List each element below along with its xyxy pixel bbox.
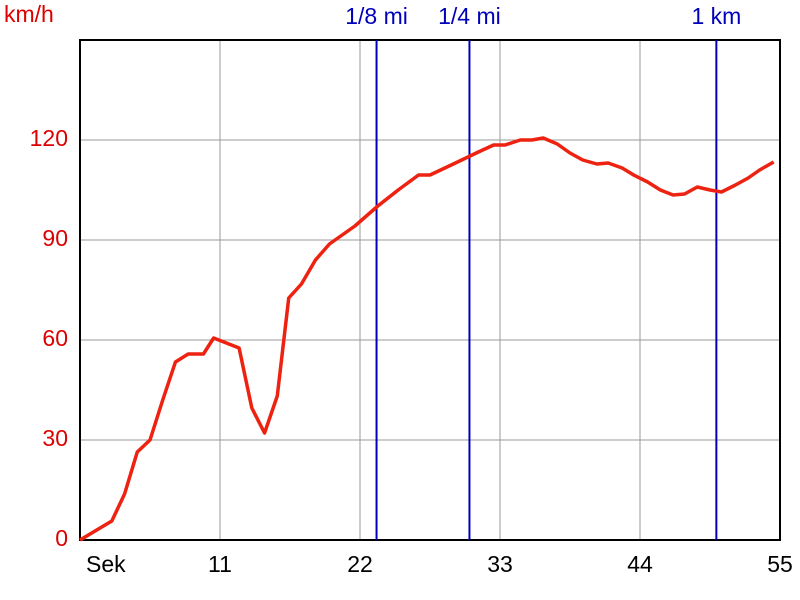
x-tick-label: 44	[627, 551, 653, 577]
speed-line	[79, 136, 775, 542]
y-tick-label: 0	[55, 525, 68, 551]
x-tick-label: 33	[487, 551, 513, 577]
x-tick-label: 22	[347, 551, 373, 577]
distance-marker-label: 1/4 mi	[438, 3, 501, 29]
y-axis-label: km/h	[4, 1, 54, 27]
plot-frame	[79, 39, 781, 541]
y-tick-label: 90	[42, 225, 68, 251]
y-tick-label: 60	[42, 325, 68, 351]
distance-marker-label: 1/8 mi	[345, 3, 408, 29]
x-tick-label: Sek	[86, 551, 126, 577]
y-tick-label: 30	[42, 425, 68, 451]
x-tick-label: 11	[208, 551, 232, 577]
distance-marker-label: 1 km	[691, 3, 741, 29]
x-tick-label: 55	[767, 551, 793, 577]
y-tick-label: 120	[30, 125, 68, 151]
